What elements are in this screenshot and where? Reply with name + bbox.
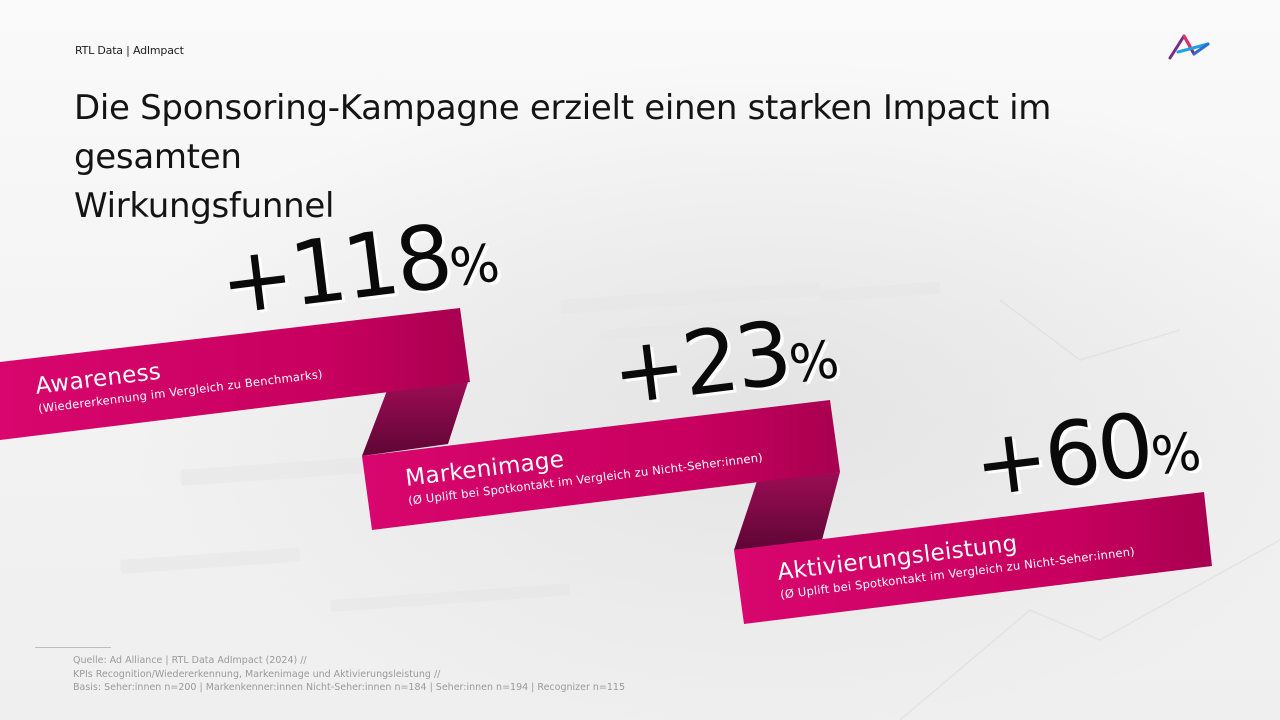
header-label: RTL Data | AdImpact xyxy=(75,44,184,57)
ribbon-fold-1 xyxy=(362,382,468,456)
page-title-line2: Wirkungsfunnel xyxy=(74,186,335,226)
kpi-unit: % xyxy=(1147,421,1205,488)
kpi-number: +60 xyxy=(968,393,1157,517)
footer-divider xyxy=(35,647,111,648)
kpi-number: +23 xyxy=(606,301,795,425)
ad-alliance-logo-icon xyxy=(1168,34,1210,60)
footnote-line: Quelle: Ad Alliance | RTL Data AdImpact … xyxy=(73,655,307,666)
page-title-line1: Die Sponsoring-Kampagne erzielt einen st… xyxy=(74,88,1052,177)
source-footnote: Quelle: Ad Alliance | RTL Data AdImpact … xyxy=(73,654,973,695)
ribbon-fold-2 xyxy=(734,472,840,550)
footnote-line: KPIs Recognition/Wiedererkennung, Marken… xyxy=(73,668,441,680)
ribbon-band-markenimage xyxy=(362,400,840,530)
ribbon-band-aktivierung xyxy=(734,492,1212,624)
ribbon-band-awareness xyxy=(0,308,470,440)
kpi-unit: % xyxy=(446,233,503,300)
footnote-line: Basis: Seher:innen n=200 | Markenkenner:… xyxy=(73,682,626,693)
kpi-unit: % xyxy=(785,329,843,396)
page-title: Die Sponsoring-Kampagne erzielt einen st… xyxy=(74,84,1224,231)
